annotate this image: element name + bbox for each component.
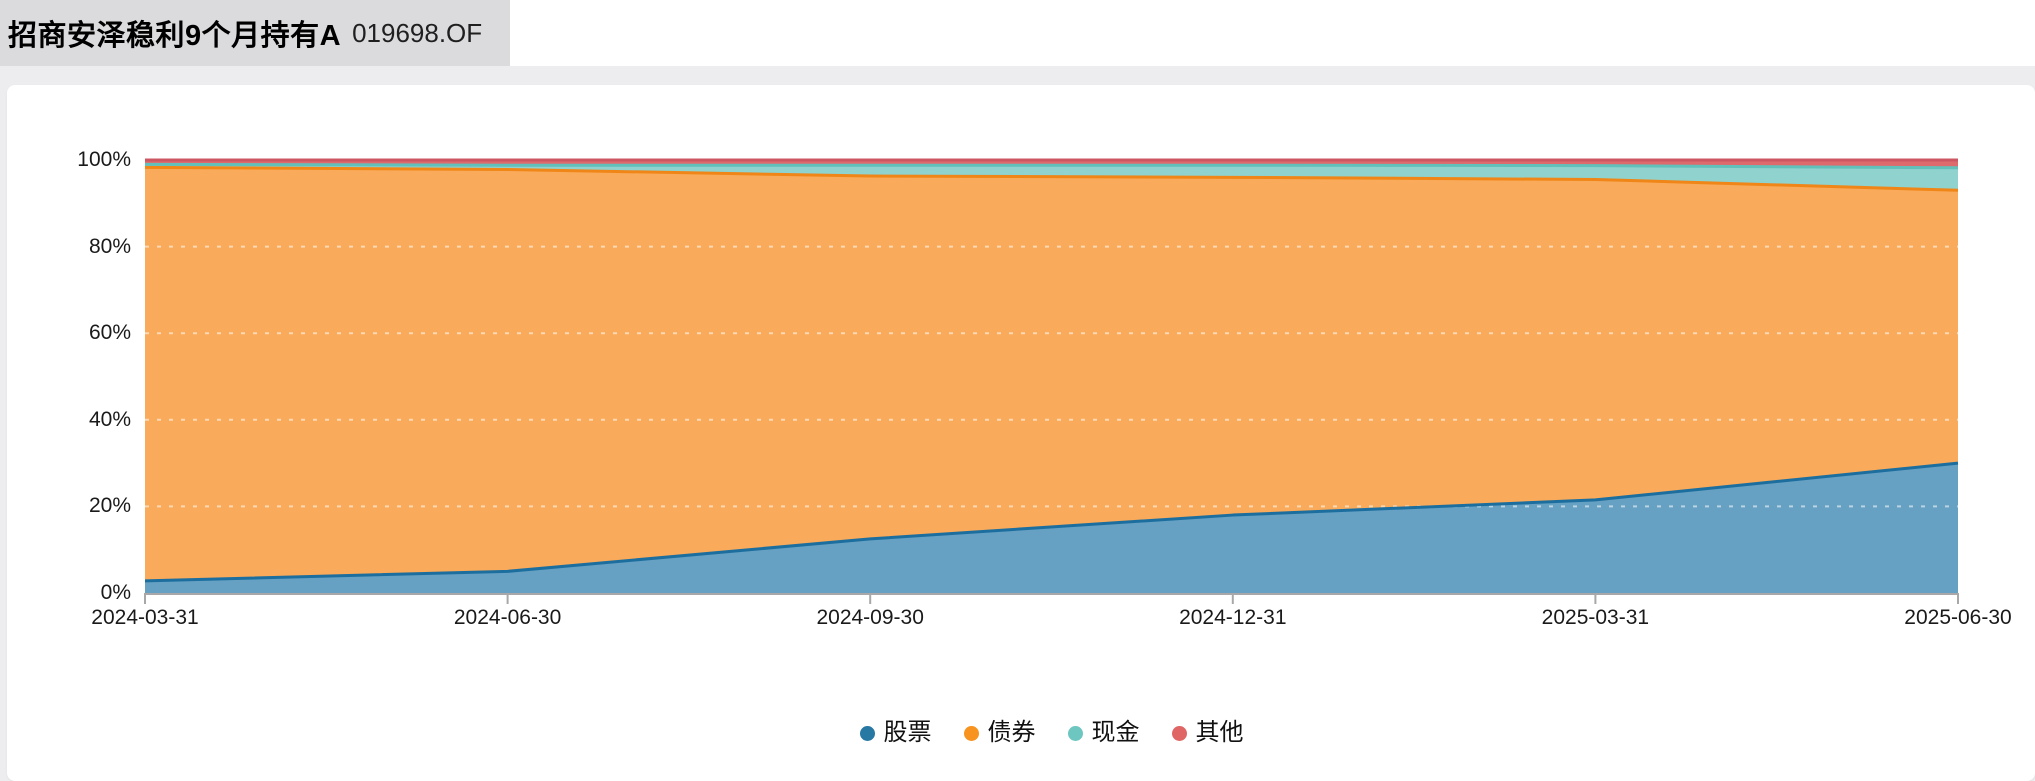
x-axis-tick-label: 2025-03-31 [1541,606,1650,629]
x-axis-tick-label: 2024-03-31 [91,606,199,629]
chart-card: 0% 20% 40% 60% 80% 100% 2024-03-31 2024-06-30 2… [7,85,2035,781]
x-axis-tick-label: 2024-12-31 [1179,606,1287,629]
chart-legend: 股票 债券 现金 其他 [145,719,1958,747]
legend-item-股票[interactable]: 股票 [859,719,932,747]
fund-title-chip: 招商安泽稳利9个月持有A 019698.OF [0,0,511,66]
legend-item-现金[interactable]: 现金 [1067,719,1140,747]
x-axis-tick-label: 2024-09-30 [816,606,924,629]
y-axis-tick-label: 60% [88,321,131,345]
allocation-area-svg [144,158,1959,604]
legend-item-其他[interactable]: 其他 [1171,719,1244,747]
y-axis-tick-label: 80% [88,234,131,258]
legend-dot-icon [859,725,875,741]
y-axis-tick-label: 40% [88,407,131,431]
edge-股票 [144,461,1959,583]
edge-现金 [144,162,1959,170]
edge-债券 [144,165,1959,192]
y-axis-tick-label: 100% [77,148,131,171]
y-axis-tick-label: 0% [100,581,131,604]
x-axis: 2024-03-31 2024-06-30 2024-09-30 2024-12-31… [91,606,2011,638]
y-axis-tick-label: 20% [88,494,131,518]
fund-code: 019698.OF [352,17,483,48]
legend-dot-icon [1067,725,1083,741]
legend-label: 其他 [1195,719,1244,746]
legend-item-债券[interactable]: 债券 [963,719,1036,747]
x-axis-tick-label: 2025-06-30 [1904,606,2012,629]
allocation-chart-plot [144,158,1959,604]
fund-name: 招商安泽稳利9个月持有A [8,20,342,52]
legend-label: 现金 [1091,719,1140,746]
legend-label: 债券 [987,719,1036,746]
y-axis: 0% 20% 40% 60% 80% 100% [7,148,131,604]
area-债券 [145,167,1958,581]
legend-dot-icon [963,725,979,741]
legend-dot-icon [1171,725,1187,741]
x-axis-tick-label: 2024-06-30 [453,606,562,629]
legend-label: 股票 [883,719,932,746]
